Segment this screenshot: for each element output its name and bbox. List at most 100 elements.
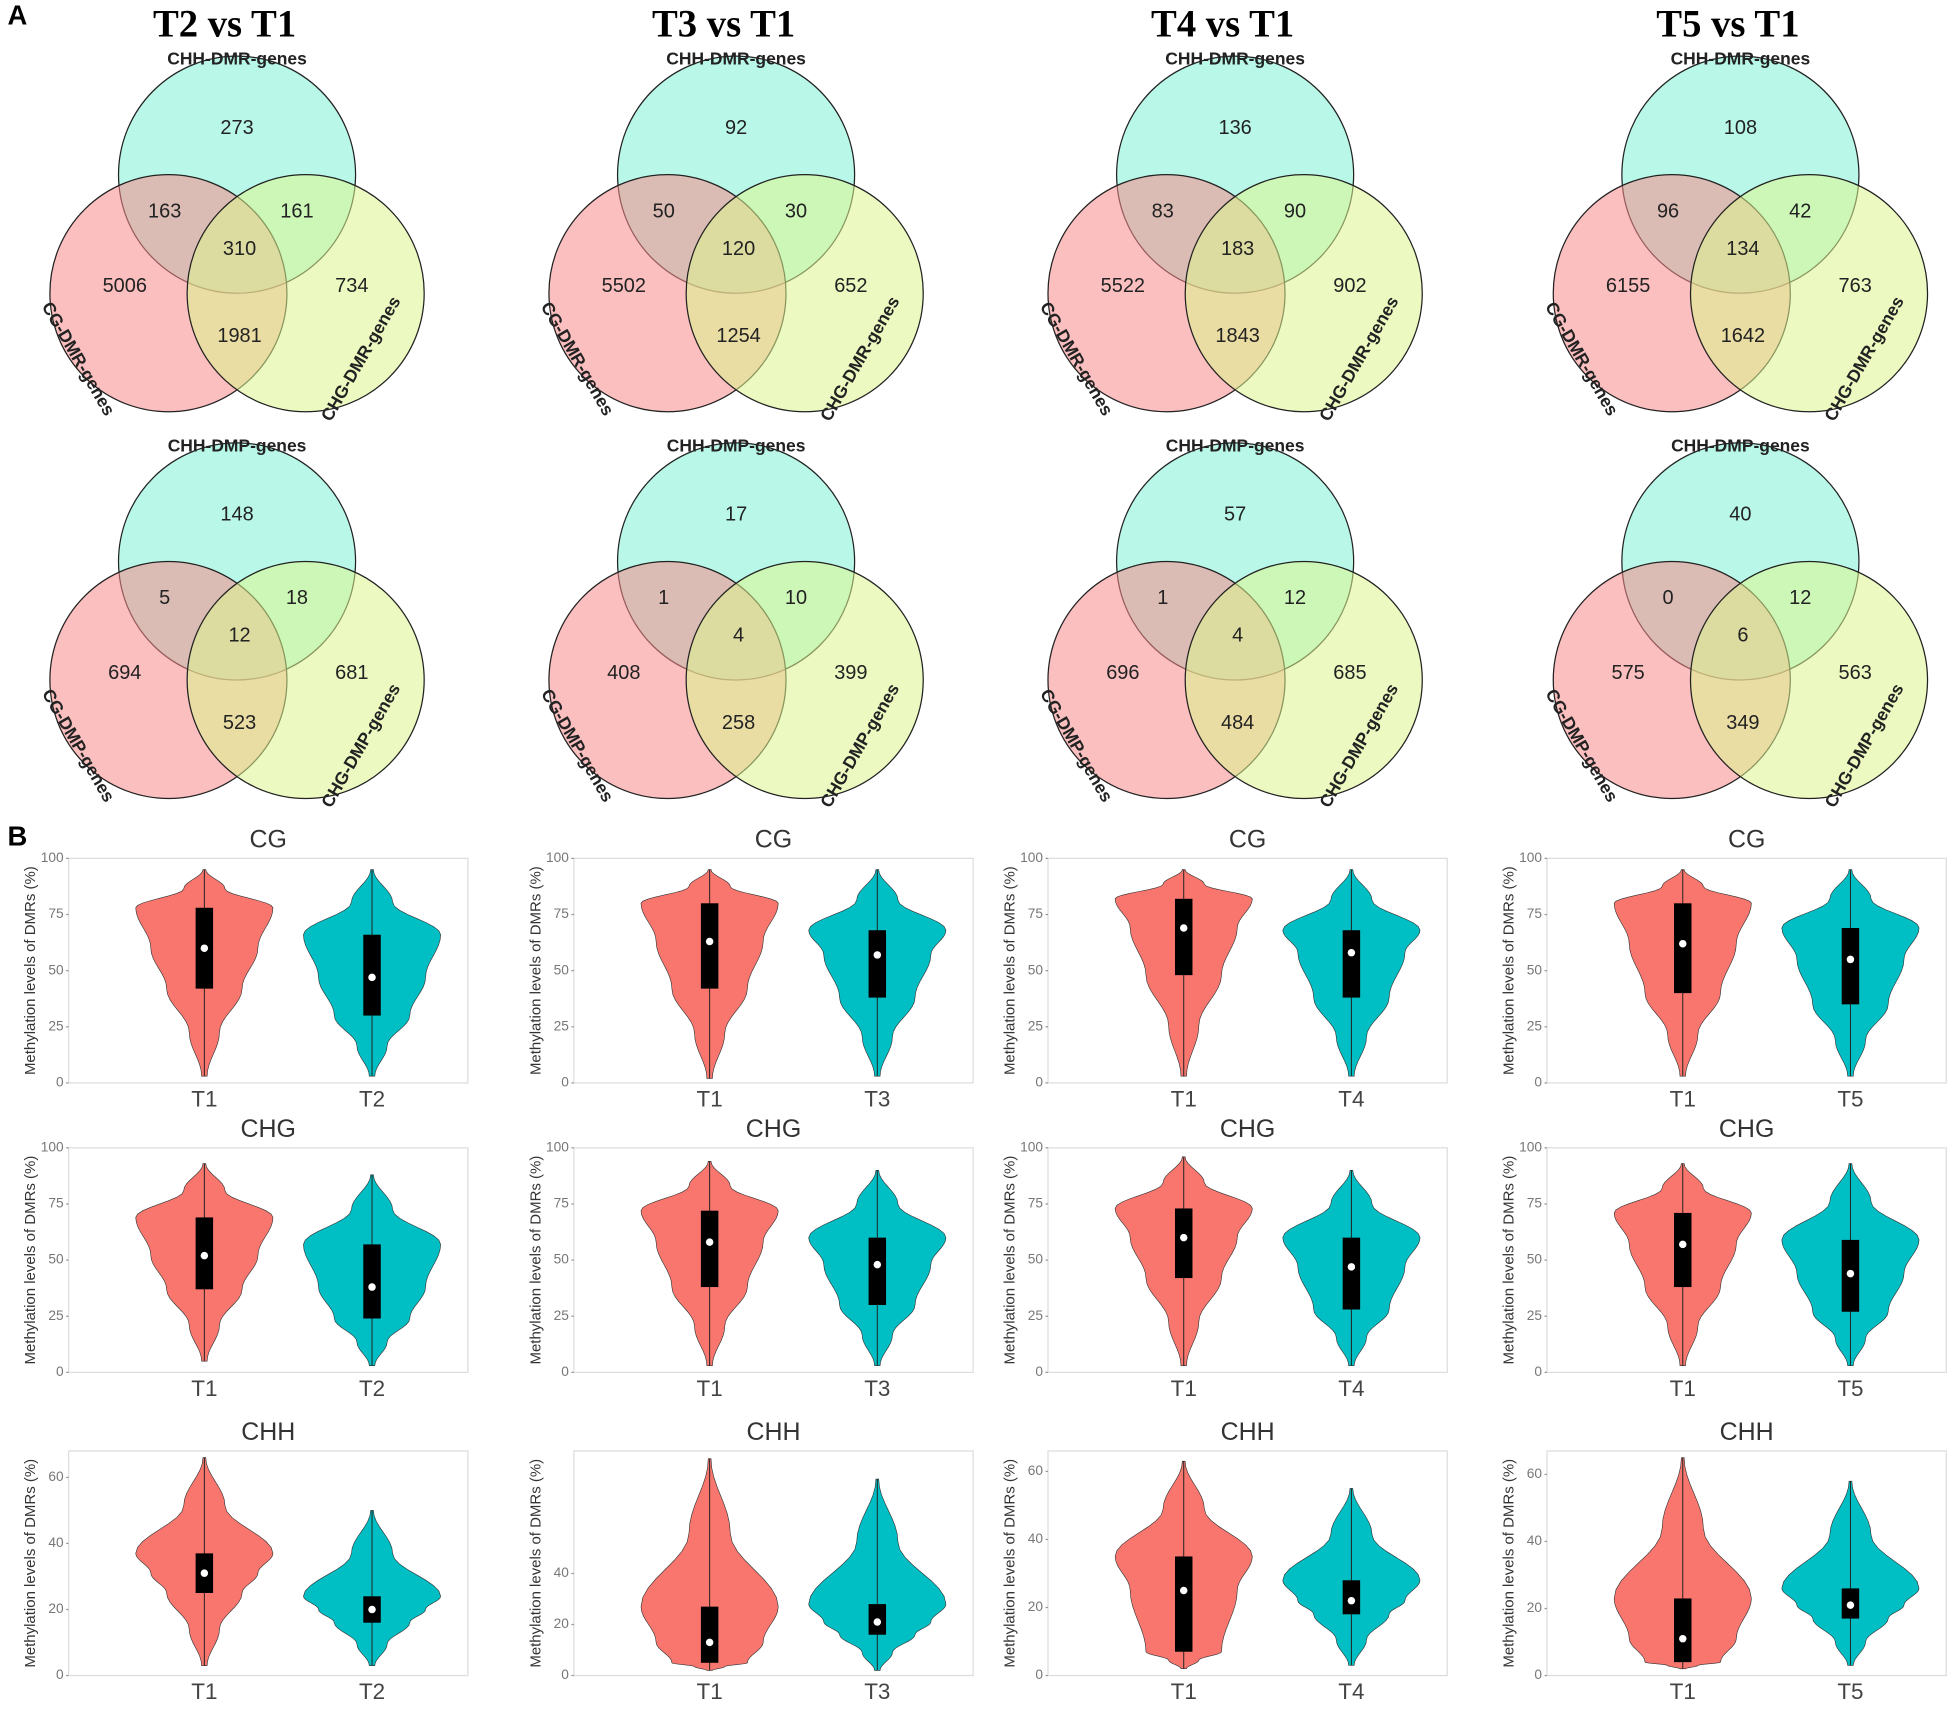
y-tick-label: 100 — [1020, 850, 1043, 865]
region-count: 1981 — [217, 325, 261, 347]
plot-title: CHH — [1720, 1418, 1774, 1446]
y-tick-label: 0 — [56, 1364, 64, 1379]
y-tick-label: 60 — [1028, 1463, 1044, 1478]
region-count: 349 — [1726, 712, 1759, 734]
set-label: CHH-DMR-genes — [1165, 49, 1305, 69]
y-tick-label: 40 — [48, 1535, 64, 1550]
region-count: 163 — [148, 200, 181, 222]
region-count: 902 — [1333, 275, 1366, 297]
y-tick-label: 60 — [1527, 1466, 1543, 1481]
y-tick-label: 20 — [1527, 1600, 1543, 1615]
x-tick-label: T1 — [191, 1086, 217, 1111]
plot-title: CHG — [1719, 1115, 1774, 1143]
region-count: 148 — [220, 504, 253, 526]
region-count: 12 — [1284, 587, 1306, 609]
y-tick-label: 20 — [48, 1601, 64, 1616]
region-count: 4 — [1232, 625, 1243, 647]
region-count: 5006 — [103, 275, 147, 297]
y-tick-label: 50 — [554, 962, 570, 977]
x-tick-label: T3 — [864, 1376, 890, 1401]
median-dot — [368, 1605, 376, 1614]
region-count: 92 — [725, 117, 747, 139]
y-axis-label: Methylation levels of DMRs (%) — [1002, 1459, 1019, 1668]
panel-label: A — [7, 0, 27, 31]
venn-title: T4 vs T1 — [1151, 3, 1294, 45]
region-count: 1843 — [1215, 325, 1259, 347]
y-axis-label: Methylation levels of DMRs (%) — [1501, 1156, 1518, 1365]
region-count: 120 — [722, 238, 755, 260]
region-count: 136 — [1218, 117, 1251, 139]
x-tick-label: T4 — [1338, 1376, 1364, 1401]
median-dot — [200, 944, 209, 952]
region-count: 57 — [1224, 504, 1246, 526]
y-axis-label: Methylation levels of DMRs (%) — [1002, 866, 1019, 1075]
region-count: 183 — [1221, 238, 1254, 260]
region-count: 161 — [280, 200, 313, 222]
y-axis-label: Methylation levels of DMRs (%) — [1501, 1459, 1518, 1668]
y-tick-label: 75 — [1527, 906, 1543, 921]
x-tick-label: T1 — [697, 1679, 723, 1704]
x-tick-label: T2 — [359, 1679, 385, 1704]
x-tick-label: T5 — [1837, 1376, 1863, 1401]
y-axis-label: Methylation levels of DMRs (%) — [22, 1459, 39, 1668]
y-axis-label: Methylation levels of DMRs (%) — [527, 1156, 544, 1365]
x-tick-label: T1 — [1670, 1679, 1696, 1704]
region-count: 6155 — [1606, 275, 1650, 297]
set-circle — [1689, 174, 1929, 413]
y-tick-label: 50 — [48, 962, 64, 977]
median-dot — [200, 1569, 209, 1577]
y-tick-label: 25 — [1527, 1308, 1543, 1323]
region-count: 696 — [1106, 662, 1139, 684]
y-axis-label: Methylation levels of DMRs (%) — [1002, 1156, 1019, 1365]
region-count: 763 — [1839, 275, 1872, 297]
x-tick-label: T4 — [1338, 1679, 1364, 1704]
x-tick-label: T1 — [191, 1679, 217, 1704]
plot-title: CG — [250, 825, 287, 853]
y-tick-label: 0 — [56, 1667, 64, 1682]
x-tick-label: T1 — [697, 1376, 723, 1401]
y-tick-label: 50 — [1028, 1252, 1044, 1267]
set-label: CHH-DMR-genes — [666, 49, 806, 69]
y-tick-label: 0 — [561, 1364, 569, 1379]
iqr-box — [1174, 898, 1193, 976]
y-tick-label: 100 — [546, 850, 569, 865]
median-dot — [873, 1260, 882, 1269]
plot-title: CG — [755, 825, 792, 853]
region-count: 652 — [834, 275, 867, 297]
x-tick-label: T2 — [359, 1376, 385, 1401]
x-tick-label: T2 — [359, 1086, 385, 1111]
region-count: 694 — [108, 662, 141, 684]
region-count: 134 — [1726, 238, 1759, 260]
iqr-box — [868, 930, 887, 998]
x-tick-label: T1 — [1670, 1086, 1696, 1111]
y-tick-label: 100 — [41, 1139, 64, 1154]
region-count: 12 — [228, 625, 250, 647]
region-count: 6 — [1737, 625, 1748, 647]
y-tick-label: 40 — [1028, 1531, 1044, 1546]
y-tick-label: 75 — [1527, 1196, 1543, 1211]
y-tick-label: 75 — [554, 1196, 570, 1211]
x-tick-label: T1 — [1171, 1679, 1197, 1704]
region-count: 1 — [1157, 587, 1168, 609]
y-tick-label: 40 — [554, 1565, 570, 1580]
region-count: 90 — [1284, 200, 1306, 222]
region-count: 1642 — [1721, 325, 1765, 347]
x-tick-label: T1 — [697, 1086, 723, 1111]
iqr-box — [363, 1244, 381, 1319]
y-tick-label: 50 — [1527, 1252, 1543, 1267]
x-tick-label: T1 — [1171, 1086, 1197, 1111]
x-tick-label: T5 — [1837, 1679, 1863, 1704]
region-count: 30 — [785, 200, 807, 222]
region-count: 0 — [1662, 587, 1673, 609]
y-axis-label: Methylation levels of DMRs (%) — [22, 866, 39, 1075]
panel-label: B — [7, 821, 27, 852]
plot-title: CHH — [746, 1418, 800, 1446]
set-circle — [685, 560, 924, 800]
iqr-box — [868, 1237, 887, 1306]
plot-title: CHH — [1221, 1418, 1275, 1446]
x-tick-label: T3 — [864, 1086, 890, 1111]
y-axis-label: Methylation levels of DMRs (%) — [527, 1459, 544, 1668]
set-circle — [1184, 174, 1423, 413]
y-tick-label: 0 — [1035, 1667, 1043, 1682]
